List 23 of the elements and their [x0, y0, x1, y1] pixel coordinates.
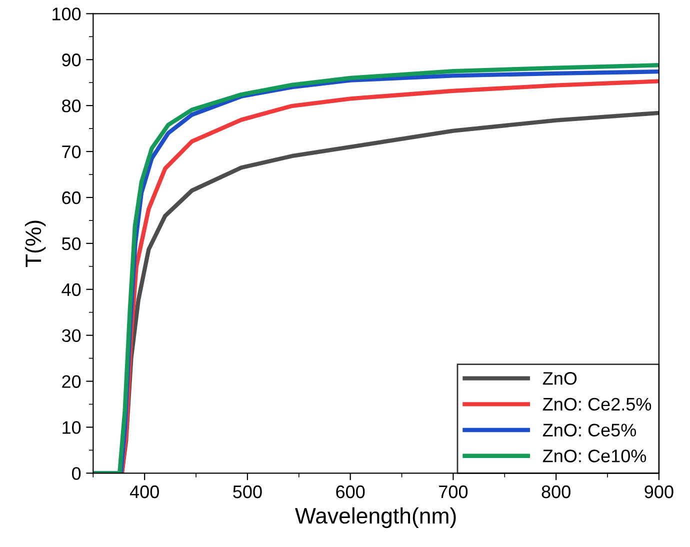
y-tick-label: 30	[62, 329, 81, 342]
y-tick-label: 100	[52, 8, 81, 20]
y-tick-label: 80	[62, 100, 81, 112]
x-tick-label: 900	[644, 485, 674, 498]
x-tick-label: 400	[130, 485, 159, 498]
y-tick-label: 20	[62, 375, 81, 388]
x-tick-label: 600	[336, 485, 365, 498]
legend-label: ZnO: Ce5%	[542, 424, 636, 437]
y-tick-label: 40	[62, 283, 81, 296]
y-tick-label: 0	[72, 467, 81, 480]
y-tick-label: 60	[62, 191, 81, 204]
legend-label: ZnO: Ce10%	[542, 450, 646, 462]
x-axis-title: Wavelength(nm)	[295, 507, 456, 528]
y-axis-title: T(%)	[24, 220, 46, 267]
x-tick-label: 800	[542, 485, 570, 498]
y-tick-label: 10	[62, 421, 81, 434]
y-tick-label: 90	[62, 54, 81, 66]
y-tick-label: 70	[62, 145, 81, 158]
legend-label: ZnO: Ce2.5%	[542, 398, 652, 411]
x-tick-label: 500	[233, 485, 262, 498]
x-tick-label: 700	[439, 485, 468, 498]
y-tick-label: 50	[62, 237, 81, 250]
legend-label: ZnO	[542, 372, 577, 385]
